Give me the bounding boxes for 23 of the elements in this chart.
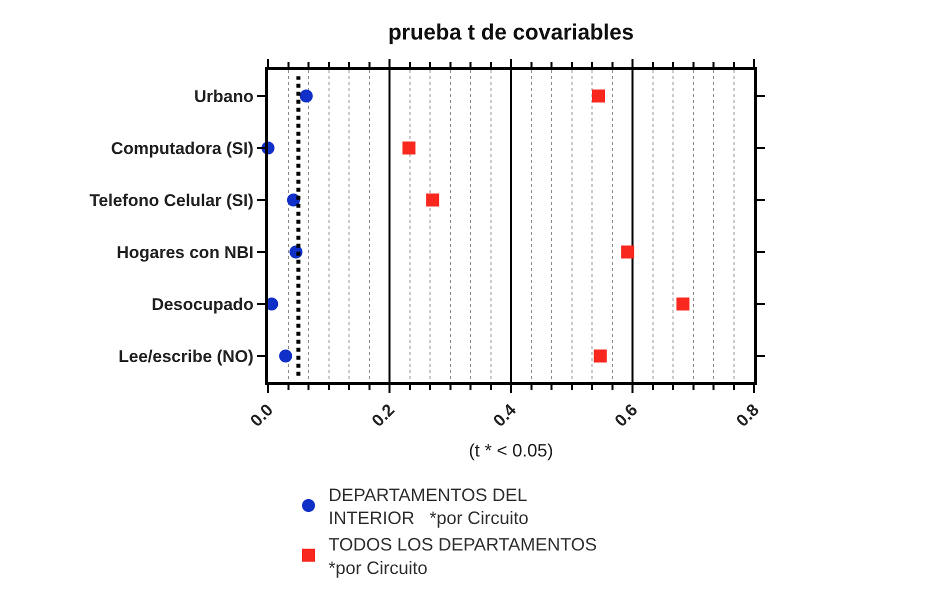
y-tick-label: Urbano: [194, 86, 254, 106]
point: [592, 90, 605, 102]
y-tick-label: Desocupado: [152, 294, 254, 314]
legend-label: DEPARTAMENTOS DEL INTERIOR *por Circuito: [328, 484, 529, 528]
x-tick-label: 0.4: [490, 400, 520, 430]
point: [594, 350, 607, 362]
point: [676, 298, 690, 310]
point: [426, 194, 440, 206]
chart-title: prueba t de covariables: [388, 19, 634, 44]
x-tick-label: 0.0: [246, 400, 277, 430]
point: [279, 350, 292, 362]
legend-label: TODOS LOS DEPARTAMENTOS *por Circuito: [328, 534, 597, 578]
x-tick-label: 0.6: [611, 400, 642, 430]
y-tick-label: Hogares con NBI: [116, 242, 254, 262]
y-tick-label: Computadora (SI): [110, 138, 254, 158]
x-tick-label: 0.2: [368, 400, 398, 430]
x-tick-label: 0.8: [732, 400, 763, 430]
point: [300, 90, 313, 102]
y-tick-label: Lee/escribe (NO): [118, 346, 254, 366]
y-tick-label: Telefono Celular (SI): [90, 190, 254, 210]
x-axis-title: (t * < 0.05): [468, 440, 554, 461]
point: [621, 246, 634, 258]
point: [402, 142, 416, 154]
